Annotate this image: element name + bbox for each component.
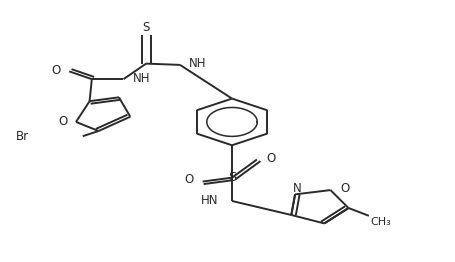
Text: O: O	[340, 182, 349, 195]
Text: O: O	[52, 64, 61, 77]
Text: O: O	[266, 152, 275, 165]
Text: N: N	[293, 182, 302, 195]
Text: Br: Br	[15, 130, 29, 143]
Text: O: O	[59, 116, 68, 128]
Text: S: S	[228, 171, 236, 184]
Text: O: O	[184, 173, 193, 186]
Text: CH₃: CH₃	[370, 217, 391, 227]
Text: S: S	[142, 21, 150, 34]
Text: NH: NH	[189, 57, 207, 70]
Text: HN: HN	[201, 194, 218, 208]
Text: NH: NH	[132, 72, 150, 85]
